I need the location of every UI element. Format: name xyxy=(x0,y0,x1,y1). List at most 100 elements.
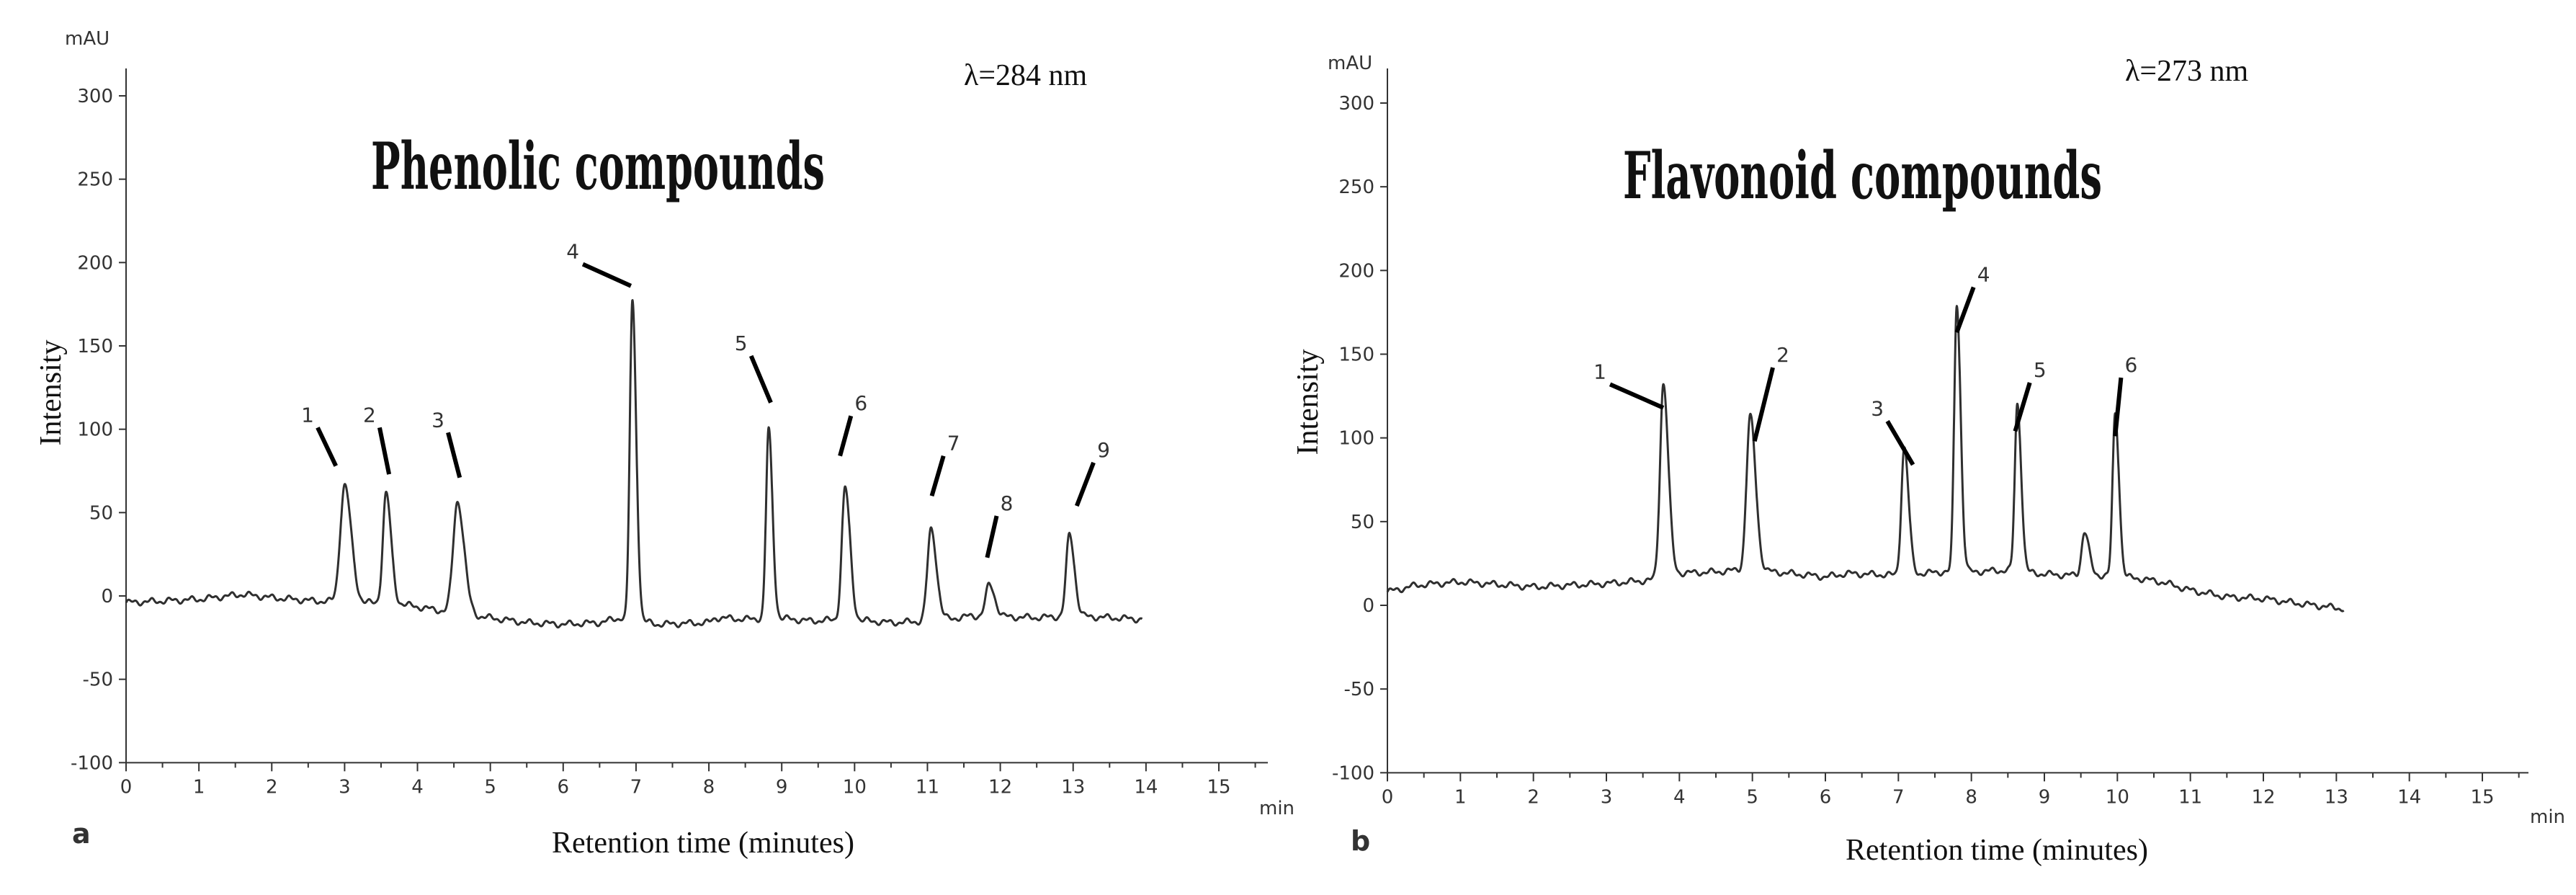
peak-callout-line xyxy=(316,427,338,467)
peak-callout-line xyxy=(1609,382,1665,410)
y-tick-label: -100 xyxy=(71,752,113,774)
x-unit-label: min xyxy=(2530,806,2565,828)
peak-callout-line xyxy=(1885,419,1915,466)
x-tick-label: 5 xyxy=(1746,786,1758,808)
x-tick-label: 12 xyxy=(988,776,1012,798)
x-tick-label: 0 xyxy=(1382,786,1394,808)
peak-callout-line xyxy=(377,427,392,475)
peak-callout-line xyxy=(985,515,999,558)
chromatogram-trace xyxy=(1386,305,2345,613)
y-tick-label: 100 xyxy=(1338,428,1374,450)
x-tick-label: 13 xyxy=(1061,776,1085,798)
peak-label: 8 xyxy=(1001,491,1014,515)
y-tick-label: 150 xyxy=(77,336,113,357)
peak-label: 3 xyxy=(431,408,444,432)
peak-label: 6 xyxy=(854,391,867,415)
peak-label: 3 xyxy=(1871,396,1884,420)
x-tick-label: 10 xyxy=(2106,786,2129,808)
x-tick-label: 2 xyxy=(1527,786,1539,808)
x-tick-label: 14 xyxy=(2397,786,2421,808)
x-tick-label: 3 xyxy=(1601,786,1613,808)
x-tick-label: 1 xyxy=(193,776,205,798)
peak-label: 1 xyxy=(301,403,314,427)
x-tick-label: 7 xyxy=(1892,786,1905,808)
x-tick-label: 3 xyxy=(339,776,351,798)
chart-panel-b: mAU λ=273 nm Flavonoid compounds Intensi… xyxy=(1292,53,2565,867)
peak-label: 2 xyxy=(1776,343,1789,367)
x-tick-label: 1 xyxy=(1454,786,1467,808)
y-tick-label: 300 xyxy=(77,86,113,107)
y-tick-label: 0 xyxy=(101,586,113,607)
y-tick-label: 50 xyxy=(89,502,113,524)
x-tick-label: 5 xyxy=(484,776,496,798)
x-tick-label: 8 xyxy=(703,776,715,798)
x-tick-label: 4 xyxy=(411,776,424,798)
x-tick-label: 11 xyxy=(2178,786,2202,808)
peak-callout-line xyxy=(1752,367,1775,442)
x-unit-label: min xyxy=(1259,798,1294,819)
y-tick-label: -50 xyxy=(1344,679,1374,700)
peak-callout-line xyxy=(929,455,946,497)
wavelength-label: λ=284 nm xyxy=(964,59,1088,92)
y-tick-label: 250 xyxy=(1338,177,1374,198)
y-tick-label: 200 xyxy=(1338,260,1374,282)
x-tick-label: 15 xyxy=(2470,786,2494,808)
panel-label: b xyxy=(1351,825,1370,857)
y-tick-label: 300 xyxy=(1338,93,1374,115)
x-tick-label: 6 xyxy=(558,776,570,798)
peak-label: 6 xyxy=(2124,353,2137,377)
x-tick-label: 9 xyxy=(776,776,788,798)
peak-label: 5 xyxy=(2034,358,2047,382)
peak-callout-line xyxy=(2113,377,2124,437)
x-axis-label: Retention time (minutes) xyxy=(1846,834,2148,867)
x-tick-label: 0 xyxy=(120,776,133,798)
peak-callout-line xyxy=(838,415,854,457)
chart-title: Phenolic compounds xyxy=(371,128,825,205)
peak-label: 5 xyxy=(735,331,748,355)
x-tick-label: 12 xyxy=(2251,786,2275,808)
peak-label: 1 xyxy=(1593,360,1606,383)
peak-callout-line xyxy=(2013,382,2032,432)
x-tick-label: 10 xyxy=(843,776,867,798)
chart-panel-a: mAU λ=284 nm Phenolic compounds Intensit… xyxy=(35,28,1294,860)
y-tick-label: 200 xyxy=(77,252,113,274)
peak-callout-line xyxy=(1074,461,1096,507)
y-unit-label: mAU xyxy=(1328,53,1372,74)
chart-title: Flavonoid compounds xyxy=(1623,138,2102,214)
y-tick-label: 250 xyxy=(77,169,113,191)
y-tick-label: -50 xyxy=(83,669,113,691)
x-tick-label: 2 xyxy=(266,776,278,798)
peak-label: 9 xyxy=(1097,438,1110,462)
peak-callout-line xyxy=(446,432,462,478)
peak-label: 4 xyxy=(566,240,579,264)
panel-label: a xyxy=(72,818,91,850)
y-axis-label: Intensity xyxy=(35,340,68,446)
y-tick-label: 50 xyxy=(1351,512,1374,533)
y-tick-label: 0 xyxy=(1362,595,1374,617)
y-tick-label: 100 xyxy=(77,419,113,441)
chromatogram-trace xyxy=(125,299,1143,629)
peak-callout-line xyxy=(581,262,632,288)
x-axis-label: Retention time (minutes) xyxy=(552,827,854,860)
x-tick-label: 14 xyxy=(1134,776,1158,798)
x-tick-label: 6 xyxy=(1820,786,1832,808)
x-tick-label: 15 xyxy=(1207,776,1230,798)
x-tick-label: 8 xyxy=(1965,786,1977,808)
peak-callout-line xyxy=(748,355,773,404)
x-tick-label: 13 xyxy=(2325,786,2348,808)
y-tick-label: -100 xyxy=(1332,762,1374,784)
peak-callout-line xyxy=(1954,286,1976,334)
y-unit-label: mAU xyxy=(65,28,109,50)
y-axis-label: Intensity xyxy=(1292,349,1325,455)
x-tick-label: 11 xyxy=(916,776,939,798)
wavelength-label: λ=273 nm xyxy=(2125,55,2249,88)
x-tick-label: 9 xyxy=(2039,786,2051,808)
peak-label: 4 xyxy=(1977,263,1990,287)
x-tick-label: 7 xyxy=(630,776,643,798)
x-tick-label: 4 xyxy=(1673,786,1686,808)
peak-label: 7 xyxy=(947,432,960,455)
peak-label: 2 xyxy=(363,403,376,427)
